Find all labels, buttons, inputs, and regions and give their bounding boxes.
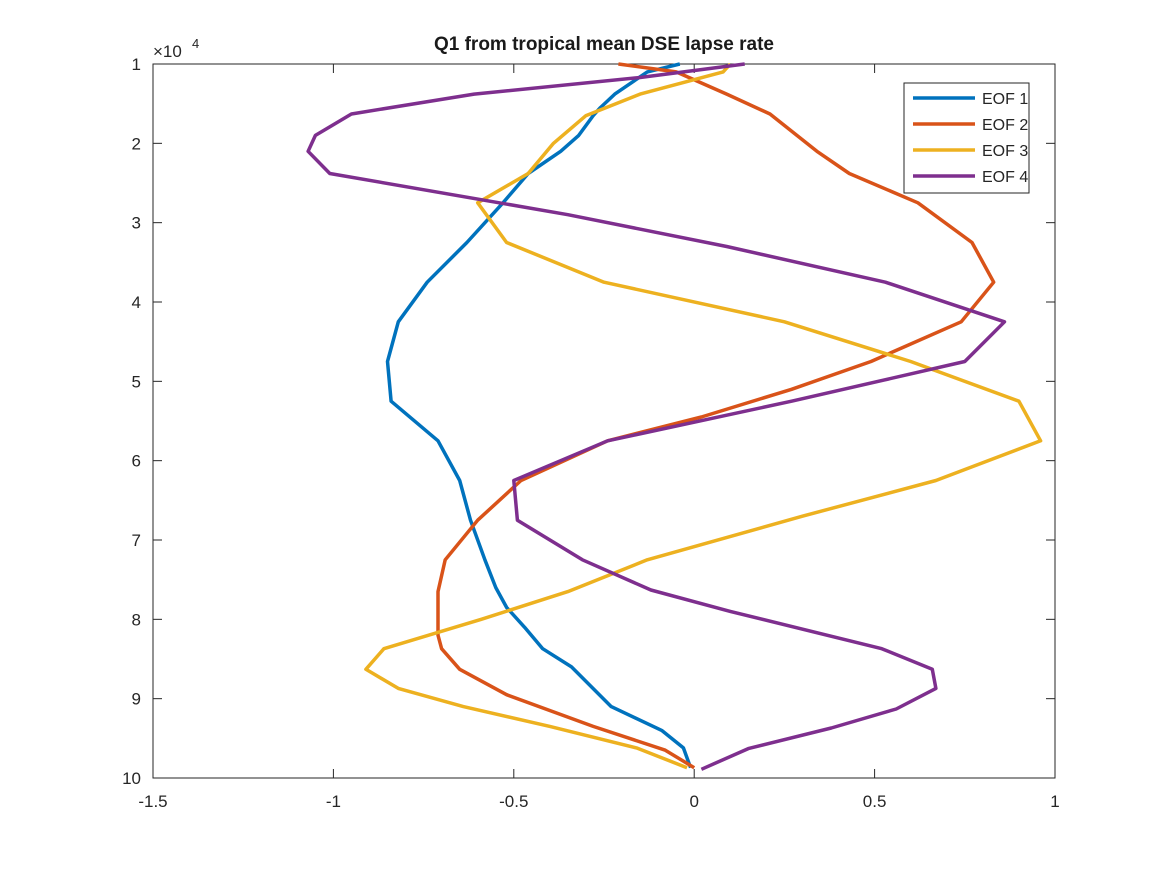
legend-label: EOF 2 <box>982 117 1028 134</box>
series-line-eof-3 <box>364 62 1043 770</box>
series-line-eof-1 <box>385 62 693 769</box>
x-tick-label: 0.5 <box>863 792 887 811</box>
x-axis: -1.5 -1 -0.5 0 0.5 1 <box>138 64 1060 811</box>
y-axis: 1 2 3 4 5 6 7 8 9 10 <box>122 55 1055 788</box>
chart-title: Q1 from tropical mean DSE lapse rate <box>434 34 774 55</box>
y-tick-label: 7 <box>132 531 141 550</box>
y-tick-label: 6 <box>132 452 141 471</box>
series-lines <box>306 62 1043 771</box>
x-tick-label: -1.5 <box>138 792 167 811</box>
x-tick-label: 1 <box>1050 792 1059 811</box>
y-tick-label: 4 <box>132 293 141 312</box>
y-tick-label: 1 <box>132 55 141 74</box>
series-line-eof-2 <box>436 62 996 770</box>
x-tick-label: 0 <box>689 792 698 811</box>
y-axis-exponent: ×10 4 <box>153 36 199 61</box>
y-tick-label: 5 <box>132 372 141 391</box>
x-tick-label: -0.5 <box>499 792 528 811</box>
legend-label: EOF 4 <box>982 169 1028 186</box>
y-axis-exponent-base: ×10 <box>153 42 182 61</box>
y-tick-label: 10 <box>122 769 141 788</box>
legend-label: EOF 1 <box>982 91 1028 108</box>
y-tick-label: 9 <box>132 690 141 709</box>
legend: EOF 1 EOF 2 EOF 3 EOF 4 <box>903 82 1030 194</box>
series-line-eof-4 <box>306 62 1007 771</box>
y-tick-label: 2 <box>132 134 141 153</box>
y-tick-label: 8 <box>132 610 141 629</box>
legend-label: EOF 3 <box>982 143 1028 160</box>
y-tick-label: 3 <box>132 214 141 233</box>
y-axis-exponent-power: 4 <box>192 36 199 51</box>
x-tick-label: -1 <box>326 792 341 811</box>
